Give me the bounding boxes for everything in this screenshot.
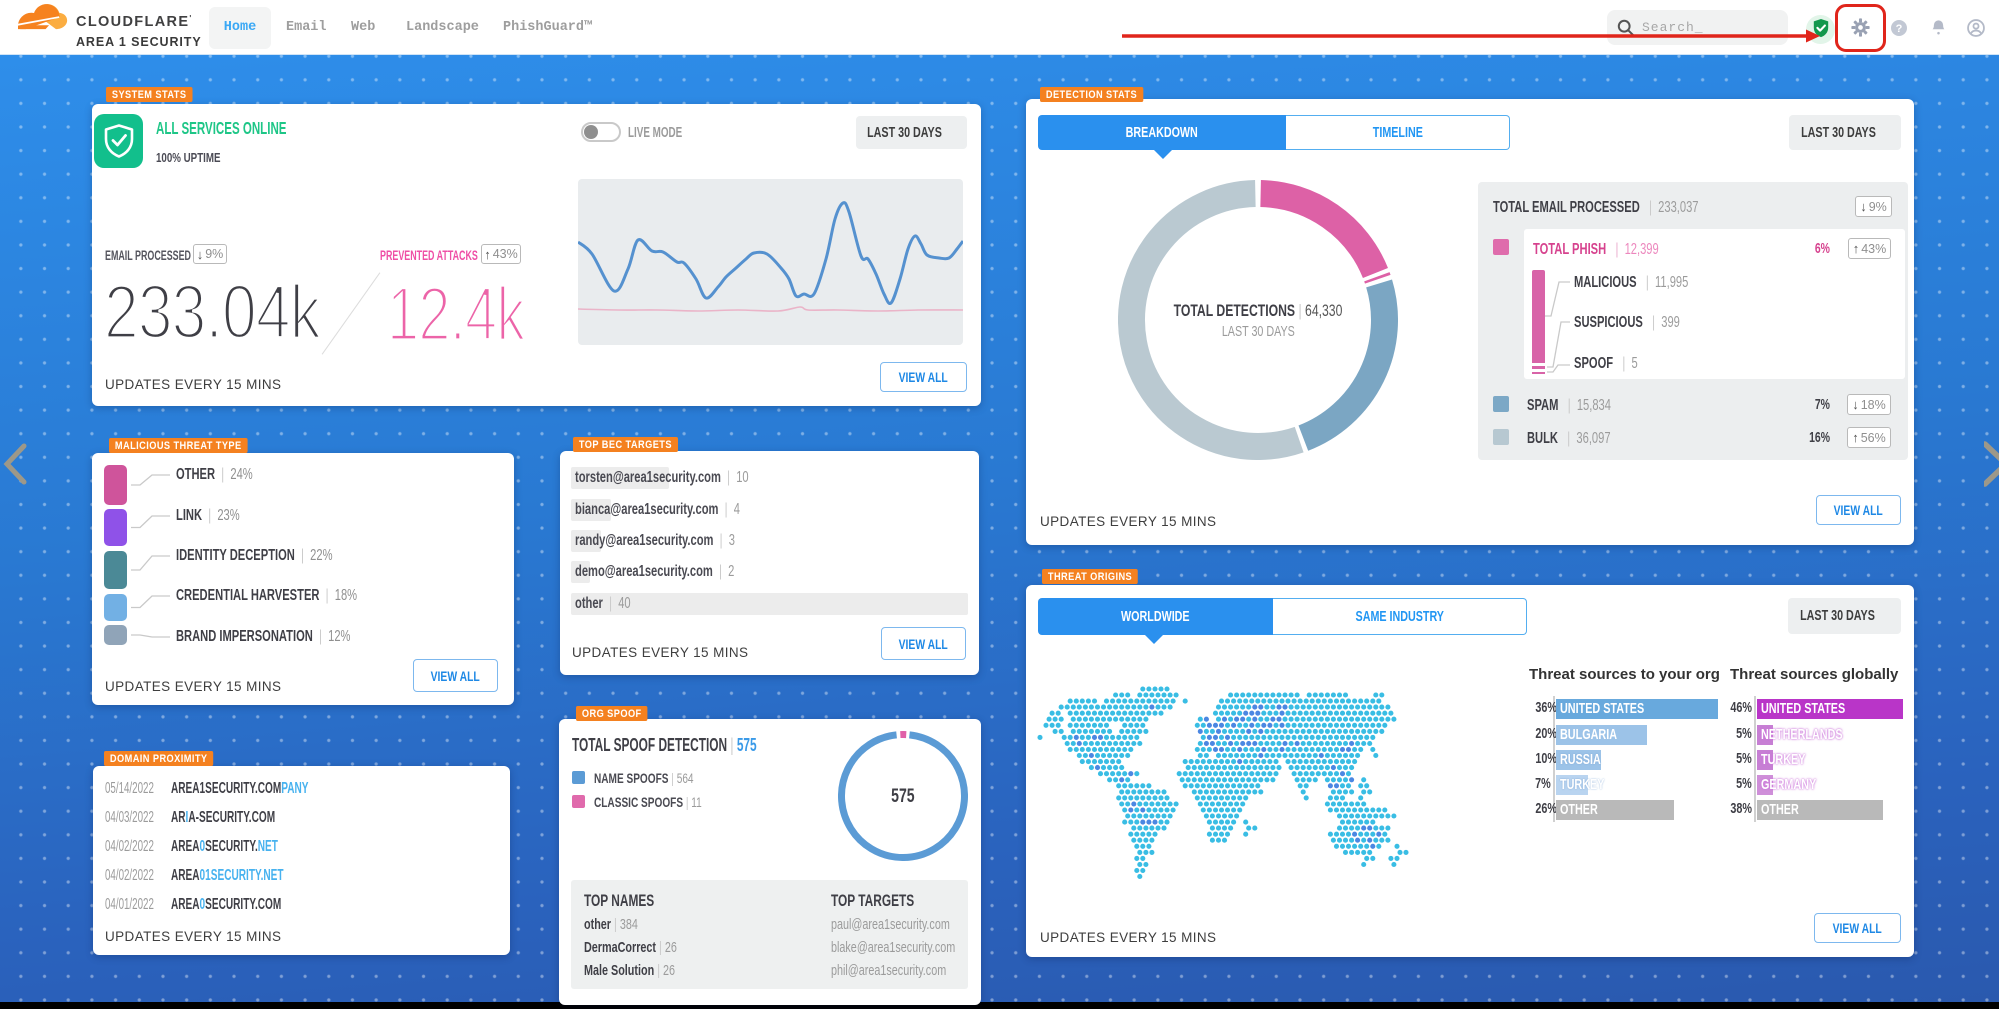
- svg-text:?: ?: [1896, 23, 1903, 35]
